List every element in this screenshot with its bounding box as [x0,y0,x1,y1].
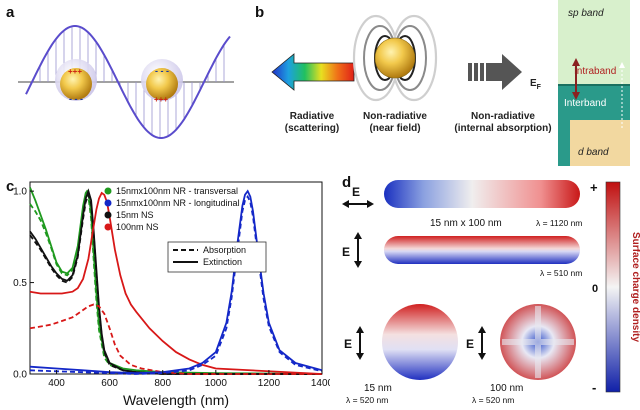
sphere15-lambda: λ = 520 nm [346,395,388,405]
colorbar-zero: 0 [592,283,598,295]
internal-absorption-arrow [468,54,522,90]
legend-marker [104,211,112,219]
surface-charge-maps: E 15 nm x 100 nm λ = 1120 nm E λ = 510 n… [342,180,640,405]
fermi-label-main: E [530,78,537,89]
panel-b-label: b [255,4,265,21]
panel-a-label: a [6,4,15,21]
band-diagram: sp band Intraband Interband d band [556,0,630,166]
series-line-ns100-abs [29,303,322,375]
near-field-particle [352,14,438,102]
legend-entry: 15nmx100nm NR - longitudinal [116,198,240,208]
near-field-caption: Non-radiative (near field) [345,111,445,135]
sphere100-lambda: λ = 520 nm [472,395,514,405]
sphere100-size-label: 100 nm [490,383,523,394]
sp-band-region [558,0,630,84]
legend-entry: 100nm NS [116,222,159,232]
intraband-label: Intraband [574,66,617,77]
svg-text:- - -: - - - [155,66,169,76]
style-legend-entry: Absorption [203,245,246,255]
legend-marker [104,223,112,231]
x-tick-label: 800 [154,378,171,389]
style-legend-box [167,241,267,273]
series-line-ns15-ext [29,188,322,375]
rod-long-lambda: λ = 1120 nm [536,218,582,228]
colorbar-minus: - [592,380,596,395]
sphere-15nm [382,304,458,380]
near-field-caption-line1: Non-radiative [363,111,427,122]
y-tick-label: 0.5 [13,278,27,289]
sphere-100nm-cross [502,306,574,378]
x-tick-label: 1000 [205,378,228,389]
x-tick-label: 1200 [258,378,281,389]
radiative-caption-line1: Radiative [289,111,335,122]
field-arrow-horizontal [342,200,374,208]
svg-text:+++: +++ [154,95,168,104]
transition-arrows [572,58,625,130]
panel-a-wave-diagram: +++ - - - - - - +++ [18,25,234,139]
radiative-caption-line2: (scattering) [284,123,340,134]
radiative-caption: Radiative (scattering) [262,111,362,135]
legend-marker [104,187,112,195]
field-label-sphere100: E [466,337,474,351]
colorbar-title: Surface charge density [630,232,640,342]
series-line-nr-long-abs [29,194,323,375]
rod-transverse [384,236,580,264]
series-line-nr-long-ext [29,189,323,375]
interband-stem [558,120,570,166]
radiative-arrow [271,53,355,91]
interband-label: Interband [564,98,607,109]
panel-d-label: d [342,174,352,191]
particle-left: +++ - - - [55,59,97,104]
panel-c-label: c [6,178,15,195]
field-label-rod-trans: E [342,245,350,259]
style-legend-entry: Extinction [203,257,242,267]
legend-entry: 15nm NS [116,210,154,220]
field-arrow-sphere100 [478,326,486,360]
svg-text:+++: +++ [68,67,82,76]
internal-absorption-caption: Non-radiative (internal absorption) [448,111,558,135]
field-label-rod-long: E [352,185,360,199]
internal-absorption-caption-line1: Non-radiative [471,111,535,122]
fermi-label-sub: F [536,84,541,91]
rod-size-label: 15 nm x 100 nm [430,218,502,229]
x-tick-label: 600 [101,378,118,389]
colorbar-plus: + [590,180,598,195]
colorbar [605,181,621,393]
series-line-nr-trans-ext [29,187,323,375]
legend-marker [104,199,112,207]
field-arrow-sphere15 [356,326,364,360]
d-band-label: d band [578,147,609,158]
fermi-label: EF [530,78,541,91]
sp-band-label: sp band [568,8,604,19]
particle-right: - - - +++ [141,59,183,104]
x-axis-label: Wavelength (nm) [123,392,229,408]
svg-text:- - -: - - - [69,94,83,104]
y-tick-label: 1.0 [13,187,27,198]
near-field-caption-line2: (near field) [369,123,421,134]
rod-trans-lambda: λ = 510 nm [540,268,582,278]
y-tick-label: 0.0 [13,370,27,381]
internal-absorption-caption-line2: (internal absorption) [454,123,552,134]
field-wave [25,25,231,139]
field-label-sphere15: E [344,337,352,351]
legend-entry: 15nmx100nm NR - transversal [116,186,238,196]
x-tick-label: 400 [48,378,65,389]
fermi-line [558,84,630,86]
legend: 15nmx100nm NR - transversal 15nmx100nm NR… [104,186,267,273]
rod-longitudinal [384,180,580,208]
field-arrow-vertical-rod [354,232,362,268]
d-band-region [558,120,630,166]
sphere15-size-label: 15 nm [364,383,392,394]
interband-region [558,86,630,120]
series-layer [29,187,323,375]
